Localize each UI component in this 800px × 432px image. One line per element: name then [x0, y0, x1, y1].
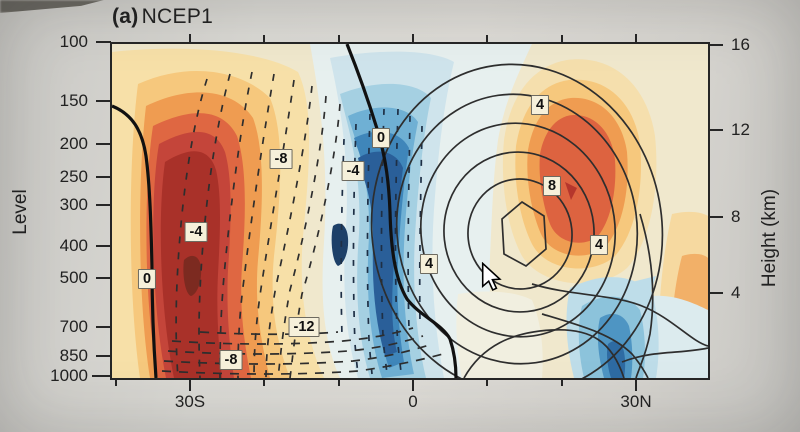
- left-tick: [92, 375, 111, 378]
- bottom-tick-label: 30S: [174, 392, 206, 411]
- contours-dashed-negative-bottom: [161, 327, 444, 375]
- contour-label: 4: [419, 254, 439, 274]
- contours-dashed-negative-left: [175, 71, 341, 378]
- left-tick: [96, 100, 111, 103]
- bottom-tick-label: 30N: [620, 392, 652, 411]
- bottom-minor-tick: [263, 378, 266, 386]
- bottom-major-tick: [635, 378, 638, 391]
- left-tick: [96, 143, 111, 146]
- bottom-major-tick: [412, 378, 415, 391]
- right-tick-label: 16: [731, 35, 750, 54]
- dataset-name: NCEP1: [141, 5, 214, 28]
- contour-label: 0: [137, 269, 157, 289]
- contours-dashed-negative-center: [340, 108, 423, 375]
- right-axis-title: Height (km): [759, 188, 780, 288]
- contour-label: 4: [530, 95, 550, 115]
- top-tick: [263, 35, 266, 42]
- shading-warm-right: [502, 59, 657, 284]
- contour-label: 4: [589, 235, 609, 255]
- bottom-minor-tick: [561, 378, 564, 386]
- bottom-minor-tick: [338, 378, 341, 386]
- bottom-tick-label: 0: [408, 392, 418, 411]
- contours-solid-positive: [370, 63, 708, 378]
- contour-plot: 0 -4 -8 -8 -12 -4 0 4 4 8 4: [110, 42, 710, 380]
- right-tick: [708, 44, 723, 47]
- left-tick-label: 500: [59, 268, 88, 287]
- bottom-minor-tick: [115, 378, 118, 386]
- top-tick: [561, 35, 564, 42]
- left-tick-label: 150: [59, 91, 88, 110]
- contour-label: -12: [288, 317, 320, 337]
- top-tick: [486, 35, 489, 42]
- left-axis-title: Level: [10, 189, 31, 235]
- right-tick: [708, 216, 723, 219]
- chart-title: (a) NCEP1: [112, 5, 213, 29]
- contour-plot-canvas: [112, 44, 708, 378]
- photo-edge-shadow: [0, 0, 104, 13]
- right-tick: [708, 129, 723, 132]
- left-tick-label: 1000: [50, 366, 88, 385]
- bottom-minor-tick: [486, 378, 489, 386]
- contour-label: 8: [542, 176, 562, 196]
- right-tick-label: 4: [731, 283, 741, 302]
- contour-label: 0: [371, 128, 391, 148]
- left-tick: [96, 245, 111, 248]
- left-tick: [96, 355, 111, 358]
- right-tick-label: 8: [731, 207, 741, 226]
- contour-zero-lines: [112, 44, 458, 378]
- top-tick: [338, 35, 341, 42]
- right-tick-label: 12: [731, 120, 750, 139]
- contour-label: -4: [184, 222, 208, 242]
- top-tick: [412, 34, 415, 42]
- right-tick: [708, 292, 723, 295]
- left-tick-label: 850: [59, 346, 88, 365]
- left-tick-label: 100: [59, 32, 88, 51]
- left-tick: [96, 176, 111, 179]
- left-tick-label: 700: [59, 317, 88, 336]
- left-tick: [96, 41, 111, 44]
- panel-letter: (a): [112, 5, 139, 28]
- contour-label: -4: [341, 161, 365, 181]
- left-tick: [96, 326, 111, 329]
- left-tick-label: 200: [59, 134, 88, 153]
- left-tick-label: 400: [59, 236, 88, 255]
- top-tick: [189, 34, 192, 42]
- left-tick-label: 300: [59, 195, 88, 214]
- contour-label: -8: [269, 149, 293, 169]
- top-tick: [635, 34, 638, 42]
- left-tick: [96, 277, 111, 280]
- left-tick-label: 250: [59, 167, 88, 186]
- left-tick: [96, 204, 111, 207]
- contour-label: -8: [219, 350, 243, 370]
- bottom-major-tick: [189, 378, 192, 391]
